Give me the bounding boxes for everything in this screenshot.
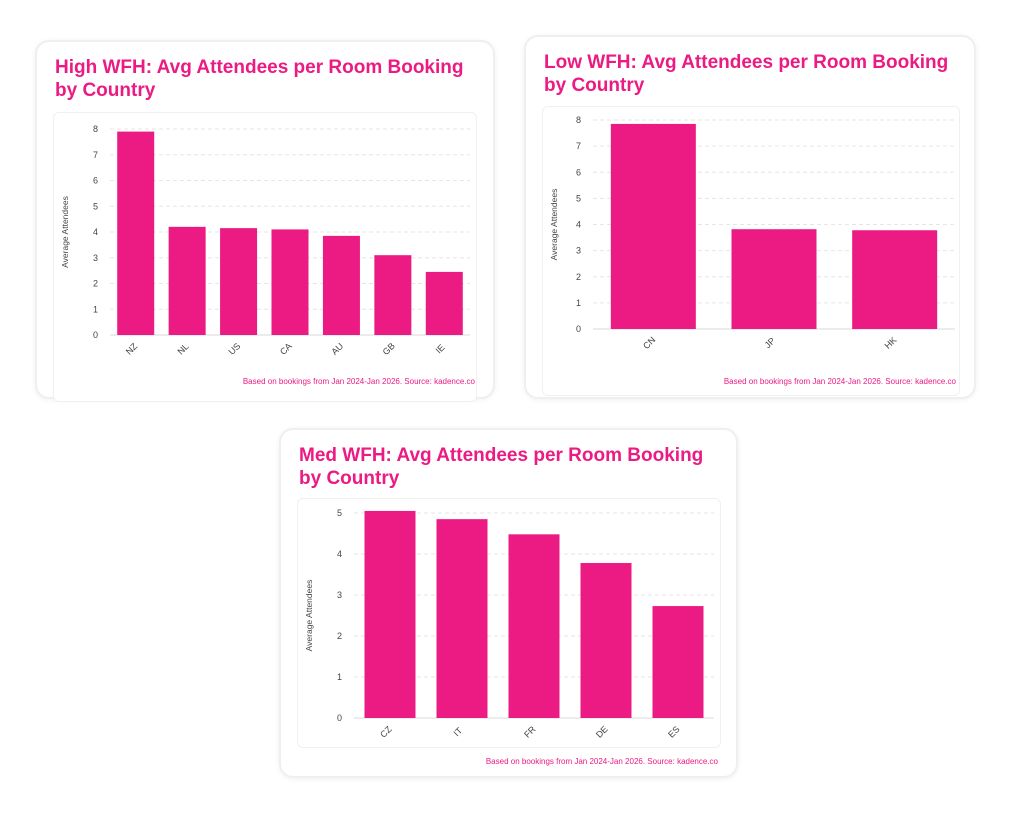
y-tick-label: 4 <box>337 549 342 559</box>
y-tick-label: 4 <box>93 227 98 237</box>
bar-gb <box>374 255 412 335</box>
x-tick-label: NL <box>175 341 190 356</box>
bar-it <box>436 519 488 718</box>
bar-ie <box>425 271 463 335</box>
y-tick-label: 7 <box>93 150 98 160</box>
footnote: Based on bookings from Jan 2024-Jan 2026… <box>242 377 475 386</box>
bar-cz <box>364 510 416 718</box>
y-tick-label: 8 <box>93 124 98 134</box>
chart-title: Med WFH: Avg Attendees per Room Booking … <box>299 444 703 490</box>
y-tick-label: 0 <box>337 713 342 723</box>
x-tick-label: IT <box>452 725 465 738</box>
bar-us <box>220 228 258 335</box>
bar-chart-med: 0 1 2 3 4 5 Average Attendees CZ IT FR DE ES <box>304 508 714 740</box>
x-tick-label: GB <box>381 341 397 357</box>
chart-title-line-1: Med WFH: Avg Attendees per Room Booking <box>299 445 704 466</box>
x-tick-label: HK <box>883 335 899 351</box>
chart-title: Low WFH: Avg Attendees per Room Booking … <box>544 51 948 97</box>
x-tick-label: NZ <box>124 341 140 357</box>
bar-chart-low: 0 1 2 3 4 5 6 7 8 Average Attendees CN JP HK <box>549 115 955 351</box>
bar-es <box>652 606 704 718</box>
chart-title-line-1: Low WFH: Avg Attendees per Room Booking <box>544 52 949 73</box>
x-tick-label: US <box>226 341 242 357</box>
bar-fr <box>508 534 560 718</box>
y-axis-title: Average Attendees <box>304 580 314 652</box>
chart-card-low: Low WFH: Avg Attendees per Room Booking … <box>524 35 976 399</box>
x-tick-label: CA <box>278 341 294 357</box>
x-tick-label: CN <box>641 335 657 351</box>
y-tick-label: 5 <box>337 508 342 518</box>
chart-card-high: High WFH: Avg Attendees per Room Booking… <box>35 40 495 402</box>
y-tick-label: 1 <box>576 298 581 308</box>
y-axis-title: Average Attendees <box>549 189 559 261</box>
y-tick-label: 2 <box>93 279 98 289</box>
y-tick-label: 0 <box>93 330 98 340</box>
plot-frame: 0 1 2 3 4 5 6 7 8 Average Attendees NZ NL US CA AU GB IE <box>53 112 477 402</box>
plot-frame: 0 1 2 3 4 5 6 7 8 Average Attendees CN JP HK <box>542 106 960 396</box>
bar-cn <box>610 123 696 329</box>
x-tick-label: JP <box>763 336 778 351</box>
y-tick-label: 6 <box>93 176 98 186</box>
y-tick-label: 3 <box>337 590 342 600</box>
y-tick-label: 7 <box>576 141 581 151</box>
x-tick-label: AU <box>329 341 345 357</box>
y-tick-label: 4 <box>576 220 581 230</box>
bar-nz <box>117 131 155 335</box>
bar-au <box>322 235 360 335</box>
y-tick-label: 1 <box>337 672 342 682</box>
y-tick-label: 8 <box>576 115 581 125</box>
chart-title-line-2: by Country <box>544 75 645 96</box>
footnote: Based on bookings from Jan 2024-Jan 2026… <box>485 757 718 766</box>
bar-jp <box>731 229 817 329</box>
bar-chart-high: 0 1 2 3 4 5 6 7 8 Average Attendees NZ NL US CA AU GB IE <box>60 124 470 357</box>
y-tick-label: 0 <box>576 324 581 334</box>
y-tick-label: 5 <box>576 193 581 203</box>
y-tick-label: 3 <box>93 253 98 263</box>
chart-title-line-1: High WFH: Avg Attendees per Room Booking <box>55 57 464 78</box>
chart-card-med: Med WFH: Avg Attendees per Room Booking … <box>279 428 738 778</box>
y-tick-label: 2 <box>337 631 342 641</box>
bar-ca <box>271 229 309 335</box>
y-tick-label: 5 <box>93 201 98 211</box>
y-tick-label: 1 <box>93 304 98 314</box>
x-tick-label: CZ <box>378 724 394 740</box>
chart-title-line-2: by Country <box>55 80 156 101</box>
y-axis-title: Average Attendees <box>60 196 70 268</box>
y-tick-label: 2 <box>576 272 581 282</box>
bar-hk <box>852 230 938 329</box>
y-tick-label: 3 <box>576 246 581 256</box>
plot-frame: 0 1 2 3 4 5 Average Attendees CZ IT FR DE ES <box>297 498 721 748</box>
x-tick-label: IE <box>434 342 447 355</box>
footnote: Based on bookings from Jan 2024-Jan 2026… <box>723 377 956 386</box>
x-tick-label: FR <box>522 724 538 740</box>
x-tick-label: ES <box>666 724 682 740</box>
bar-nl <box>168 226 206 335</box>
chart-title: High WFH: Avg Attendees per Room Booking… <box>55 56 464 102</box>
x-tick-label: DE <box>594 724 610 740</box>
y-tick-label: 6 <box>576 167 581 177</box>
chart-title-line-2: by Country <box>299 468 400 489</box>
bar-de <box>580 563 632 718</box>
